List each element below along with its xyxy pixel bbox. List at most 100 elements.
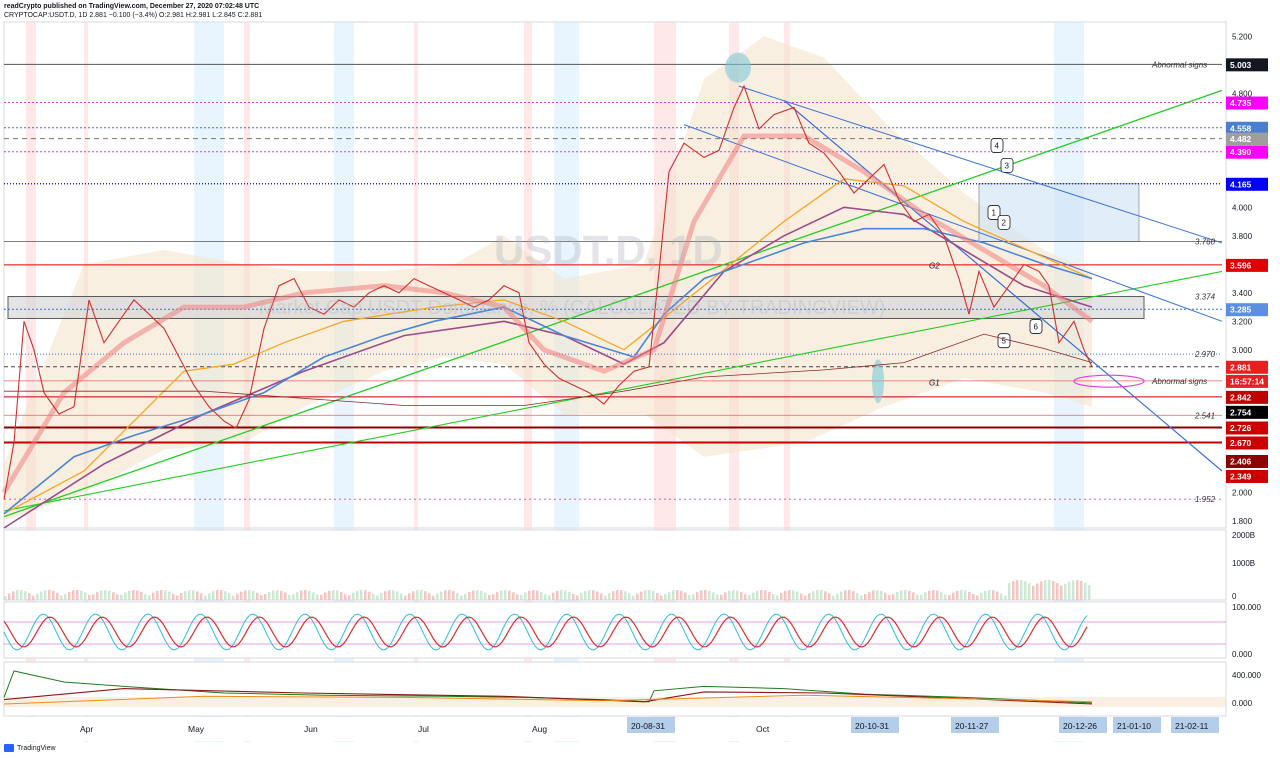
price-tag	[1226, 121, 1268, 135]
oscillator-slow	[3, 616, 1088, 648]
channel-line	[738, 85, 1223, 244]
date-badge-label: 21-01-10	[1117, 721, 1151, 731]
volume-bar	[952, 592, 955, 600]
volume-bar	[4, 596, 7, 600]
volume-bar	[508, 590, 511, 600]
volume-bar	[668, 591, 671, 600]
price-tag-label: 4.482	[1230, 134, 1252, 144]
volume-bar	[368, 591, 371, 600]
volume-bar	[1068, 581, 1071, 600]
volume-bar	[132, 590, 135, 600]
volume-bar	[20, 590, 23, 600]
volume-bar	[116, 594, 119, 600]
volume-bar	[416, 590, 419, 600]
volume-bar	[972, 594, 975, 600]
range-box	[978, 183, 1140, 242]
x-tick-label: Jun	[304, 724, 318, 734]
volume-bar	[80, 590, 83, 600]
level-annotation: Abnormal signs	[1151, 60, 1207, 69]
volume-bar	[288, 594, 291, 600]
volume-bar	[32, 595, 35, 600]
volume-bar	[40, 591, 43, 600]
volume-bar	[200, 593, 203, 600]
oscillator-tick-label: 100.000	[1232, 603, 1261, 612]
price-line	[3, 84, 1093, 500]
price-tag-label: 2.754	[1230, 407, 1252, 417]
highlight-circle	[725, 52, 751, 83]
volume-bar	[1048, 580, 1051, 600]
volume-bar	[500, 590, 503, 600]
wave-label-4: 4	[995, 141, 1000, 150]
volume-bar	[856, 592, 859, 600]
momentum-tick-label: 400.000	[1232, 671, 1261, 680]
volume-bar	[528, 590, 531, 600]
volume-bar	[272, 590, 275, 600]
volume-bar	[72, 590, 75, 600]
volume-bar	[900, 590, 903, 600]
chart-header: readCrypto published on TradingView.com,…	[0, 0, 1280, 22]
volume-bar	[92, 594, 95, 600]
price-tag	[1226, 303, 1268, 317]
volume-bar	[720, 594, 723, 600]
volume-bar	[916, 594, 919, 600]
volume-bar	[304, 590, 307, 600]
volume-tick-label: 2000B	[1232, 531, 1255, 540]
volume-bar	[172, 593, 175, 600]
volume-bar	[276, 590, 279, 600]
volume-bar	[796, 591, 799, 600]
volume-bar	[1088, 585, 1091, 600]
symbol-watermark: USDT.D, 1D	[494, 226, 723, 273]
date-badge-label: 20-10-31	[855, 721, 889, 731]
price-tag	[1226, 374, 1268, 388]
volume-bar	[552, 592, 555, 600]
volume-bar	[744, 594, 747, 600]
volume-bar	[844, 590, 847, 600]
volume-bar	[696, 592, 699, 600]
volume-bar	[1064, 583, 1067, 600]
volume-bar	[824, 591, 827, 600]
volume-bar	[316, 594, 319, 600]
watermark-subtitle: Market Cap USDT Dominance, % (CALCULATED…	[259, 297, 885, 319]
volume-bar	[336, 590, 339, 600]
price-tag-label: 2.842	[1230, 392, 1252, 402]
volume-bar	[584, 591, 587, 600]
brand-label: TradingView	[17, 744, 56, 752]
price-chart[interactable]: USDT.D, 1D Market Cap USDT Dominance, % (…	[0, 0, 1280, 742]
volume-bar	[648, 590, 651, 600]
volume-bar	[308, 590, 311, 600]
wave-label-6: 6	[1034, 322, 1039, 331]
volume-bar	[364, 590, 367, 600]
volume-bar	[396, 591, 399, 600]
volume-bar	[628, 593, 631, 600]
volume-bar	[1076, 580, 1079, 600]
volume-bar	[864, 593, 867, 600]
volume-bar	[512, 592, 515, 600]
y-tick-label: 4.000	[1232, 203, 1253, 212]
volume-bar	[1040, 581, 1043, 600]
volume-bar	[772, 593, 775, 600]
volume-bar	[148, 595, 151, 600]
volume-bar	[1028, 583, 1031, 600]
support-zone-box	[7, 296, 1145, 319]
wave-label-1: 1	[992, 208, 997, 217]
volume-bar	[192, 590, 195, 600]
volume-bar	[636, 593, 639, 600]
volume-bar	[24, 591, 27, 600]
volume-bar	[684, 592, 687, 600]
volume-bar	[268, 591, 271, 600]
volume-bar	[348, 595, 351, 600]
highlight-circle	[872, 359, 884, 404]
volume-bar	[992, 590, 995, 600]
oscillator-pane	[3, 601, 1227, 659]
volume-bar	[812, 591, 815, 600]
volume-bar	[388, 590, 391, 600]
volume-bar	[1016, 580, 1019, 600]
volume-bar	[872, 590, 875, 600]
volume-bar	[968, 591, 971, 600]
volume-bar	[88, 594, 91, 600]
trend-line-green	[3, 89, 1223, 518]
volume-bar	[776, 595, 779, 600]
channel-line	[783, 99, 1223, 472]
volume-bar	[48, 590, 51, 600]
volume-bar	[912, 592, 915, 600]
